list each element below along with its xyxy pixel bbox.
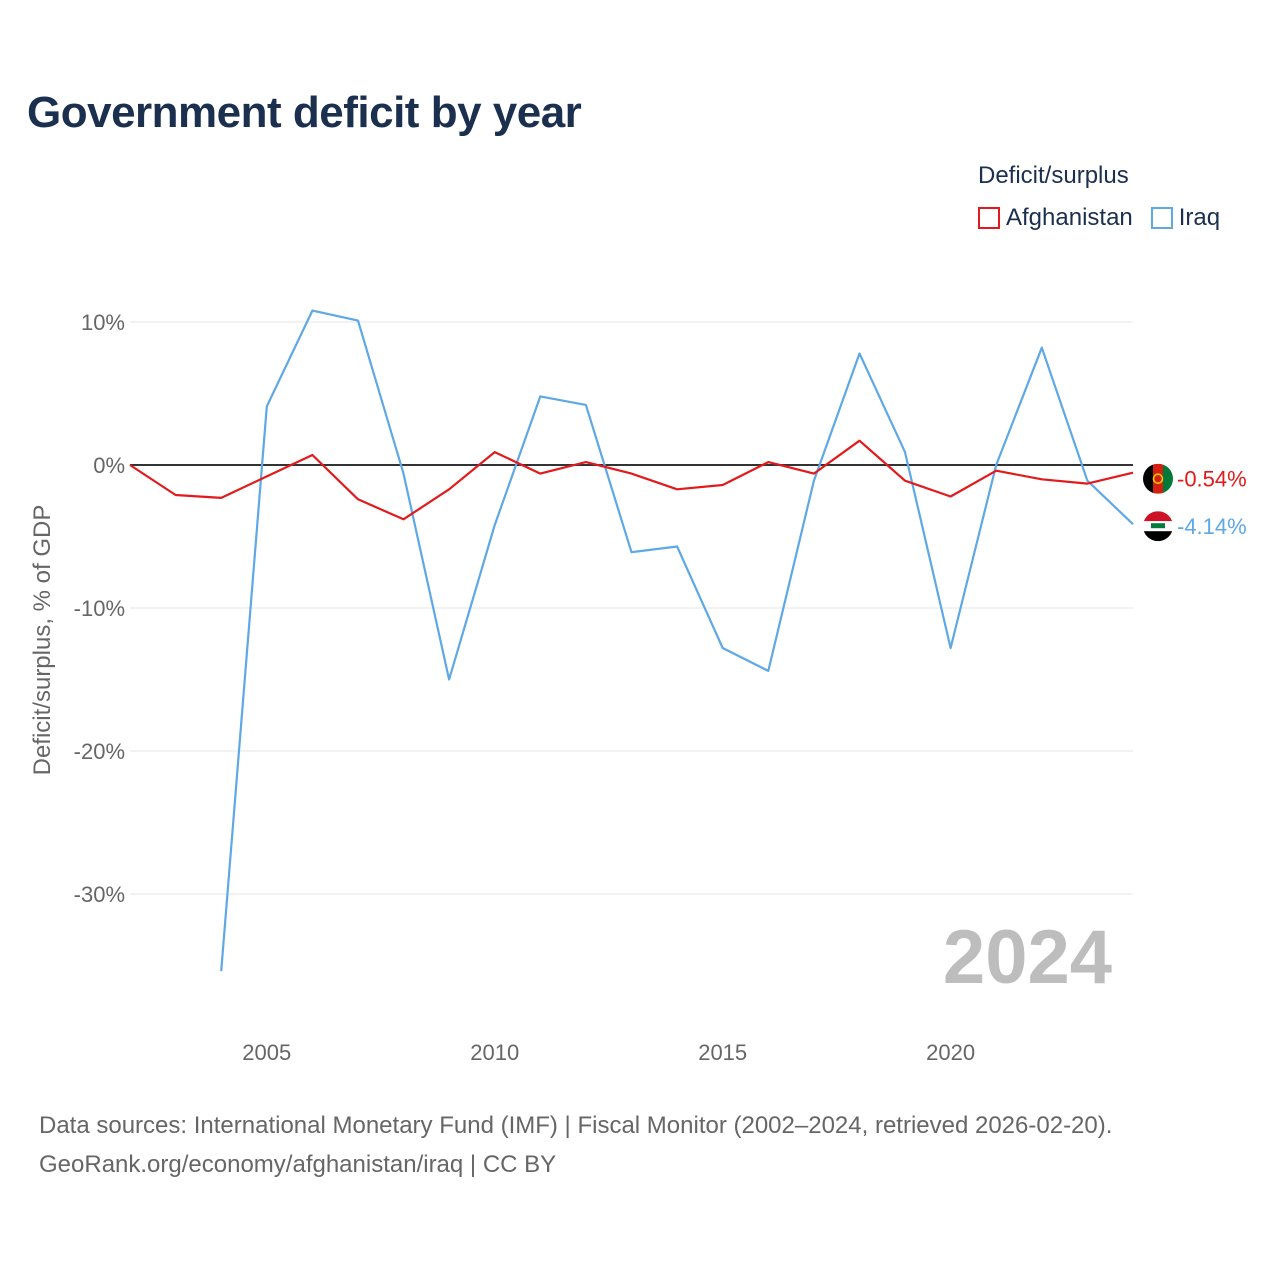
end-label-iraq: -4.14% (1177, 514, 1247, 539)
legend-label-iraq: Iraq (1178, 204, 1221, 231)
x-tick-label: 2005 (242, 1040, 291, 1065)
afghanistan-flag-icon (1143, 463, 1173, 494)
legend-swatch-iraq (1150, 207, 1173, 229)
year-watermark: 2024 (943, 915, 1112, 1000)
data-sources: Data sources: International Monetary Fun… (39, 1106, 1112, 1184)
x-tick-label: 2020 (926, 1040, 975, 1065)
y-tick-label: 10% (81, 310, 125, 335)
y-tick-label: 0% (93, 453, 125, 478)
series-line-afghanistan (129, 439, 1134, 521)
x-tick-label: 2015 (698, 1040, 747, 1065)
sources-line-2[interactable]: GeoRank.org/economy/afghanistan/iraq | C… (39, 1151, 557, 1178)
y-tick-label: -30% (74, 882, 125, 907)
sources-line-1: Data sources: International Monetary Fun… (39, 1112, 1113, 1139)
chart-title: Government deficit by year (27, 88, 582, 137)
legend-title: Deficit/surplus (978, 162, 1129, 189)
y-tick-label: -10% (74, 596, 125, 621)
end-label-afghanistan: -0.54% (1177, 467, 1247, 492)
y-axis-label: Deficit/surplus, % of GDP (29, 505, 56, 776)
y-tick-label: -20% (74, 739, 125, 764)
legend-item-iraq[interactable]: Iraq (1150, 204, 1221, 232)
legend-item-afghanistan[interactable]: Afghanistan (978, 204, 1133, 232)
iraq-flag-icon (1143, 511, 1173, 542)
series-line-iraq (220, 309, 1134, 972)
legend: Afghanistan Iraq (978, 204, 1220, 232)
x-tick-label: 2010 (470, 1040, 519, 1065)
legend-label-afghanistan: Afghanistan (1006, 204, 1133, 231)
legend-swatch-afghanistan (978, 207, 1000, 229)
